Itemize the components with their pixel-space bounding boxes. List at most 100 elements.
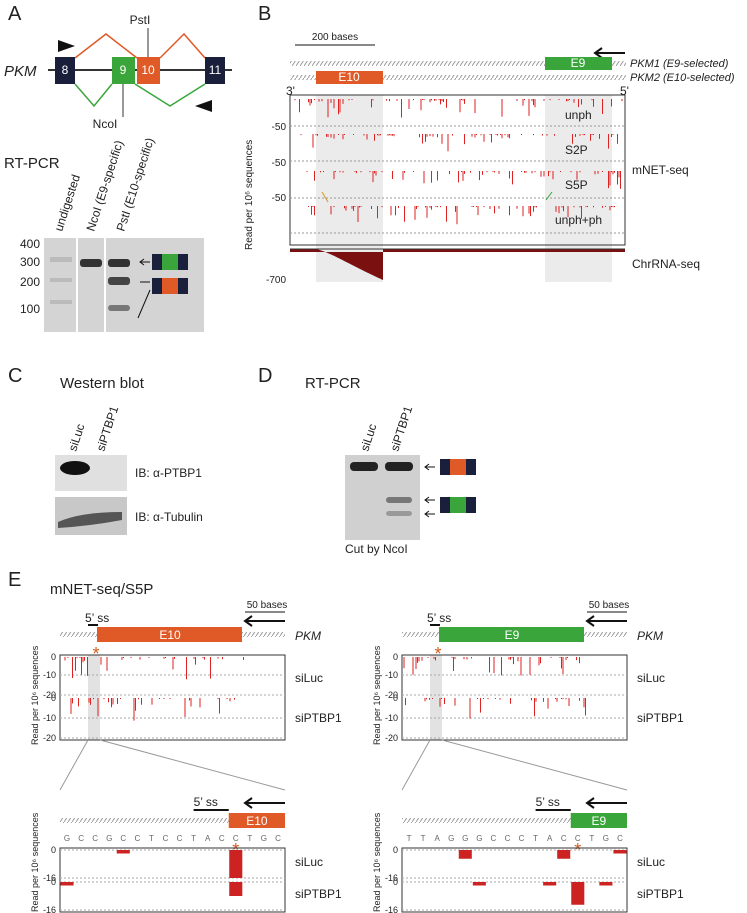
base: G <box>106 834 112 843</box>
lane-label: siLuc <box>358 422 380 453</box>
base: C <box>219 834 225 843</box>
exon <box>570 813 627 828</box>
base: C <box>617 834 623 843</box>
exon <box>450 459 466 475</box>
exon <box>466 497 476 513</box>
gene-label: PKM <box>637 629 663 643</box>
base: A <box>205 834 211 843</box>
bar <box>229 882 243 896</box>
tick-label: 0 <box>51 845 56 855</box>
scale-label: 50 bases <box>247 600 288 611</box>
track <box>290 61 626 66</box>
base: G <box>462 834 468 843</box>
exon <box>450 497 466 513</box>
base: T <box>533 834 538 843</box>
lane-label: siLuc <box>66 422 88 453</box>
tick-label: -50 <box>272 193 287 204</box>
splice-line <box>74 32 206 59</box>
tick-label: -10 <box>385 670 398 680</box>
arrow <box>321 191 329 203</box>
panel-letter: B <box>258 3 271 25</box>
band <box>350 462 378 471</box>
legend-label: siPTBP1 <box>637 887 684 901</box>
frame <box>401 654 628 741</box>
bar <box>543 882 557 886</box>
exon <box>97 627 242 642</box>
method: RT-PCR <box>4 155 60 172</box>
legend-label: siLuc <box>295 855 323 869</box>
chr-area <box>290 249 625 280</box>
note: Cut by NcoI <box>345 542 408 556</box>
panel-letter: D <box>258 365 272 387</box>
arrow <box>243 797 285 809</box>
legend-label: siPTBP1 <box>295 887 342 901</box>
zoom-line <box>401 739 628 791</box>
exon <box>152 254 162 270</box>
exon <box>316 71 383 84</box>
isoform: PKM2 (E10-selected) <box>630 72 735 84</box>
tick-label: -10 <box>385 713 398 723</box>
exon <box>162 278 178 294</box>
tick-label: 0 <box>51 877 56 887</box>
band <box>58 512 122 528</box>
exon <box>137 57 160 84</box>
base: C <box>78 834 84 843</box>
exon-label: E10 <box>159 628 181 642</box>
base: G <box>261 834 267 843</box>
panel-letter: C <box>8 365 22 387</box>
shade <box>88 655 100 740</box>
bar <box>116 850 130 854</box>
exon <box>440 459 450 475</box>
frame <box>289 94 626 246</box>
tick-label: -50 <box>272 122 287 133</box>
ss-label: 5’ ss <box>536 795 560 809</box>
band <box>386 511 412 516</box>
ladder-label: 300 <box>20 255 40 269</box>
exon <box>152 278 162 294</box>
signal <box>64 657 244 680</box>
panel-letter: E <box>8 569 21 591</box>
base: A <box>547 834 553 843</box>
lane-label: siPTBP1 <box>388 404 416 453</box>
arrow <box>585 615 627 627</box>
base: T <box>191 834 196 843</box>
title: mNET-seq/S5P <box>50 581 153 598</box>
bar <box>472 882 486 886</box>
bar <box>599 882 613 886</box>
tick-label: -16 <box>385 873 398 883</box>
method: mNET-seq <box>632 163 689 177</box>
ladder-label: 400 <box>20 237 40 251</box>
ss-label: 5’ ss <box>427 611 451 625</box>
primer <box>58 40 75 52</box>
title: RT-PCR <box>305 375 361 392</box>
tick-label: -10 <box>43 713 56 723</box>
base: C <box>519 834 525 843</box>
tick-label: -20 <box>385 733 398 743</box>
enzyme: NcoI <box>93 117 118 131</box>
track <box>402 818 627 823</box>
exon <box>178 278 188 294</box>
base: C <box>134 834 140 843</box>
enzyme: PstI <box>130 13 151 27</box>
condition: siLuc <box>295 671 323 685</box>
arrow <box>137 258 151 319</box>
splice-line <box>74 83 206 108</box>
arrow <box>424 463 435 518</box>
track-label: unph+ph <box>555 213 602 227</box>
tracks <box>290 99 625 234</box>
end: 3' <box>286 84 295 98</box>
exon <box>178 254 188 270</box>
band <box>80 259 102 267</box>
blot-label: IB: α-Tubulin <box>135 510 203 524</box>
base: T <box>247 834 252 843</box>
ladder-label: 100 <box>20 302 40 316</box>
base: G <box>448 834 454 843</box>
exon-label: E10 <box>338 70 360 84</box>
zoom-line <box>59 739 286 791</box>
exon <box>55 57 75 84</box>
ladder-label: 200 <box>20 275 40 289</box>
base: C <box>561 834 567 843</box>
panel-d: D RT-PCR siLuc siPTBP1 Cut by NcoI <box>258 365 476 556</box>
base: T <box>407 834 412 843</box>
frame <box>59 847 286 913</box>
